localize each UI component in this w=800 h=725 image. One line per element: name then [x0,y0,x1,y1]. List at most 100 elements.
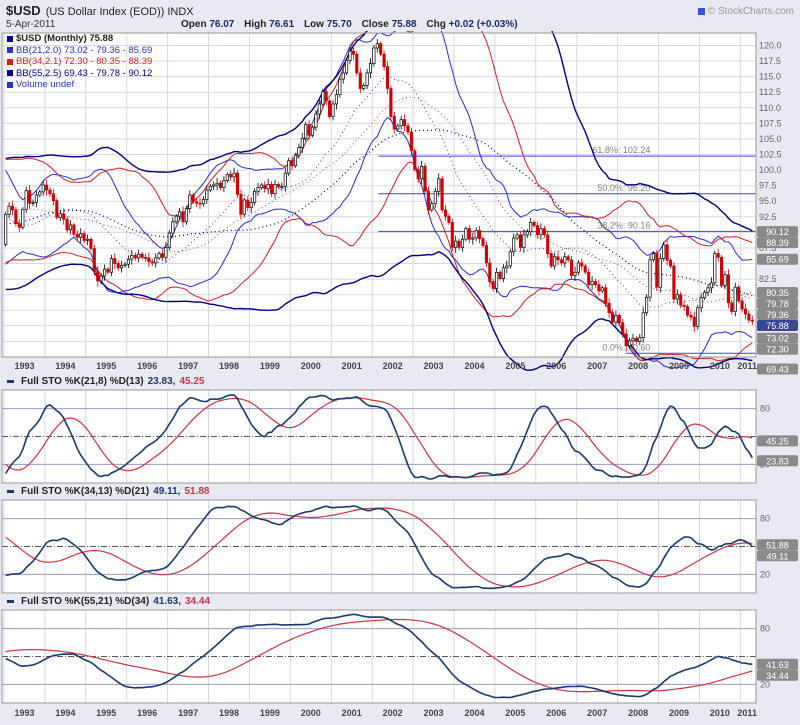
svg-text:92.5: 92.5 [759,212,777,222]
sto1-label: Full STO %K(21,8) %D(13) [21,376,144,387]
open-value: 76.07 [209,19,235,30]
svg-text:117.5: 117.5 [759,56,781,66]
svg-text:2001: 2001 [342,361,362,371]
svg-text:2004: 2004 [464,708,484,718]
svg-text:120.0: 120.0 [759,41,782,51]
bottom-year-axis: 1993 1994 1995 1996 1997 1998 1999 2000 2001 2002… [14,708,757,718]
svg-text:51.88: 51.88 [766,540,789,550]
legend-row-volume: Volume undef [7,79,152,91]
sto1-marker-icon [7,380,14,383]
svg-text:50.0%: 96.20: 50.0%: 96.20 [597,183,650,193]
chg-value: +0.02 (+0.03%) [448,19,518,30]
legend-row-bb21: BB(21,2.0) 73.02 - 79.36 - 85.69 [7,45,152,57]
svg-text:1995: 1995 [96,361,116,371]
volume-marker-icon [7,81,13,88]
svg-text:2006: 2006 [546,708,566,718]
svg-text:1996: 1996 [137,361,157,371]
svg-text:2002: 2002 [383,708,403,718]
svg-text:1999: 1999 [260,361,280,371]
svg-text:105.0: 105.0 [759,134,782,144]
sto3-marker-icon [7,600,14,603]
bb34-marker-icon [7,58,13,65]
svg-text:79.78: 79.78 [766,299,789,309]
svg-text:88.39: 88.39 [766,238,789,248]
svg-text:38.2%: 90.16: 38.2%: 90.16 [597,220,650,230]
sto2-label: Full STO %K(34,13) %D(21) [21,486,150,497]
sto3-k-value: 41.63, [153,596,181,607]
svg-text:41.63: 41.63 [766,660,789,670]
sto3-legend: Full STO %K(55,21) %D(34) 41.63, 34.44 [0,595,800,608]
svg-text:69.43: 69.43 [766,365,789,375]
svg-text:2004: 2004 [464,361,484,371]
svg-text:2005: 2005 [505,361,525,371]
copyright-text: © StockCharts.com [707,6,794,17]
svg-text:115.0: 115.0 [759,72,781,82]
svg-text:2000: 2000 [301,361,321,371]
svg-text:49.11: 49.11 [767,551,789,561]
symbol: $USD [6,3,41,18]
series-marker-icon [7,35,13,42]
low-value: 75.70 [326,19,352,30]
svg-text:1997: 1997 [178,708,198,718]
svg-text:23.83: 23.83 [766,456,789,466]
svg-text:80: 80 [760,624,770,634]
svg-text:80: 80 [760,514,770,524]
svg-text:1993: 1993 [14,708,34,718]
svg-text:112.5: 112.5 [759,87,781,97]
svg-text:1998: 1998 [219,361,239,371]
title-row: $USD (US Dollar Index (EOD)) INDX © Stoc… [6,3,794,18]
svg-text:20: 20 [760,679,770,689]
svg-text:61.8%: 102.24: 61.8%: 102.24 [592,145,650,155]
svg-text:1993: 1993 [14,361,34,371]
svg-text:95.0: 95.0 [759,196,777,206]
legend-bb55: BB(55,2.5) 69.43 - 79.78 - 90.12 [16,67,153,79]
svg-text:2007: 2007 [587,361,607,371]
svg-text:2009: 2009 [669,708,689,718]
chart-legend: $USD (Monthly) 75.88 BB(21,2.0) 73.02 - … [7,33,152,91]
svg-text:2008: 2008 [628,361,648,371]
open-label: Open [181,19,207,30]
svg-text:97.5: 97.5 [759,181,777,191]
sto2-k-value: 49.11, [153,486,181,497]
sto2-marker-icon [7,490,14,493]
sto1-k-value: 23.83, [147,376,176,387]
bb55-marker-icon [7,70,13,77]
svg-text:80.35: 80.35 [766,288,789,298]
legend-row-bb55: BB(55,2.5) 69.43 - 79.78 - 90.12 [7,68,152,80]
legend-main: $USD (Monthly) 75.88 [16,33,114,44]
chart-header: $USD (US Dollar Index (EOD)) INDX © Stoc… [0,0,800,31]
svg-text:1994: 1994 [55,708,75,718]
sto1-d-value: 45.25 [179,376,205,387]
svg-text:2002: 2002 [383,361,403,371]
sto1-legend: Full STO %K(21,8) %D(13) 23.83, 45.25 [0,375,800,388]
page-title: (US Dollar Index (EOD)) INDX [45,6,194,18]
svg-text:2008: 2008 [628,708,648,718]
svg-text:80: 80 [760,404,770,414]
svg-text:2009: 2009 [669,361,689,371]
quote-row: 5-Apr-2011 Open 76.07 High 76.61 Low 75.… [6,19,794,30]
legend-row-main: $USD (Monthly) 75.88 [7,33,152,45]
svg-text:90.12: 90.12 [766,227,789,237]
svg-text:2007: 2007 [587,708,607,718]
low-label: Low [303,19,324,30]
quote-date: 5-Apr-2011 [6,19,56,30]
legend-bb34: BB(34,2.1) 72.30 - 80.35 - 88.39 [16,56,153,67]
legend-row-bb34: BB(34,2.1) 72.30 - 80.35 - 88.39 [7,56,152,68]
svg-text:1995: 1995 [96,708,116,718]
svg-text:2011: 2011 [737,708,757,718]
svg-text:20: 20 [760,569,770,579]
svg-text:2011: 2011 [737,361,757,371]
high-label: High [244,19,267,30]
svg-text:72.30: 72.30 [766,345,789,355]
svg-text:1998: 1998 [219,708,239,718]
svg-text:1994: 1994 [55,361,75,371]
svg-text:2003: 2003 [423,361,443,371]
legend-volume: Volume undef [16,79,75,90]
chg-label: Chg [426,19,446,30]
svg-text:1999: 1999 [260,708,280,718]
svg-text:2005: 2005 [505,708,525,718]
